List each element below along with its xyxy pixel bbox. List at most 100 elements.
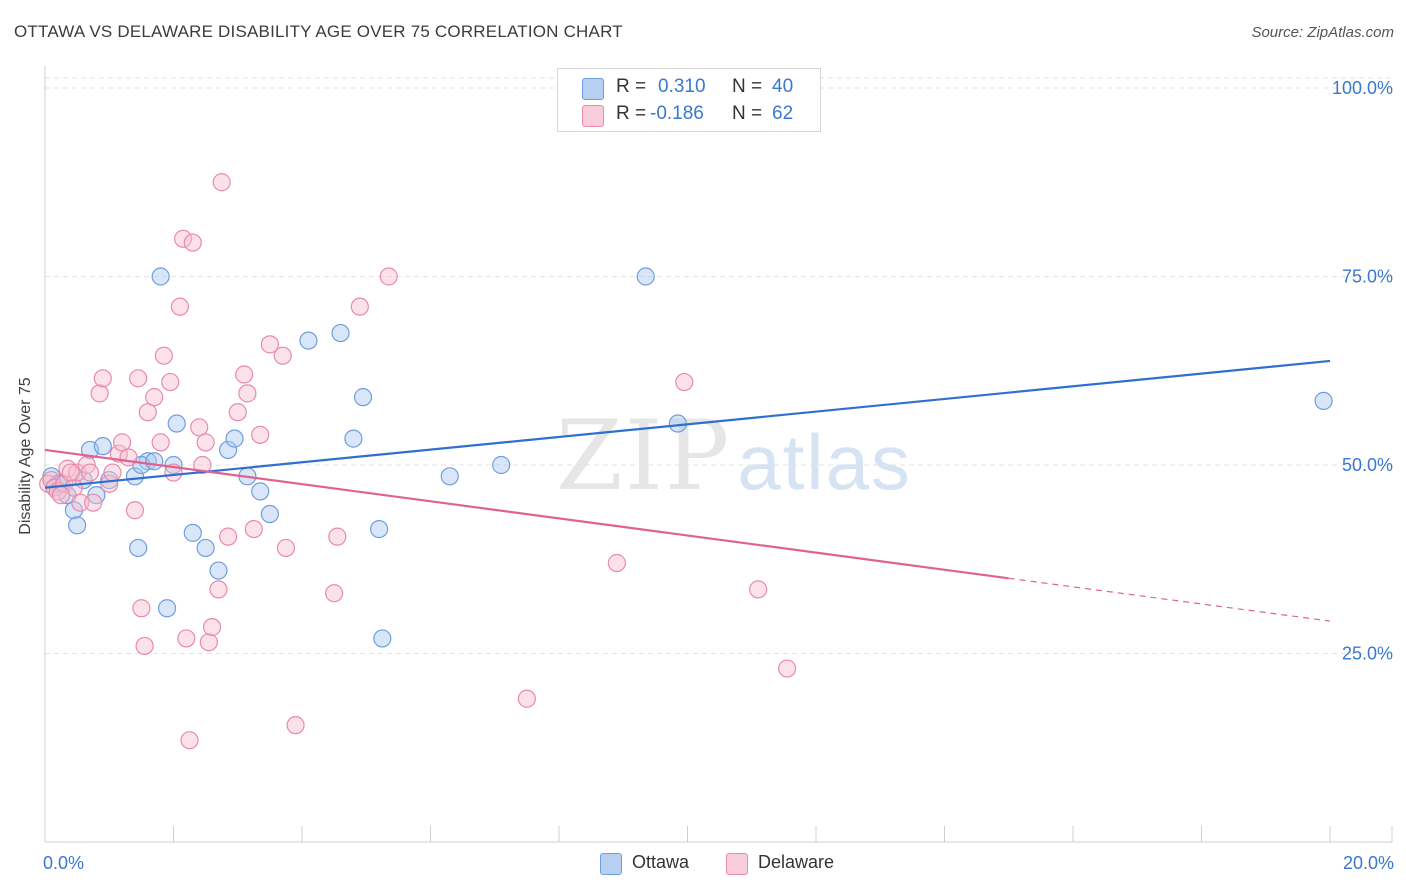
ottawa-point — [225, 429, 244, 448]
delaware-point — [749, 580, 768, 599]
y-axis-label-wrap: Disability Age Over 75 — [14, 0, 44, 892]
delaware-point — [112, 433, 132, 452]
delaware-point — [61, 463, 80, 482]
ottawa-point — [129, 538, 148, 558]
delaware-point — [350, 297, 369, 316]
tick-labels: 25.0% 50.0% 75.0% 100.0% 0.0% 20.0% — [43, 78, 1394, 873]
delaware-point — [161, 372, 180, 392]
ottawa-point — [251, 482, 270, 501]
delaware-point — [276, 538, 296, 558]
delaware-point — [286, 716, 305, 735]
ottawa-trend-line — [44, 359, 1331, 489]
delaware-point — [125, 501, 145, 520]
legend-r-value: 0.310 — [658, 76, 706, 97]
gridlines — [45, 77, 1392, 654]
ottawa-point — [636, 267, 655, 286]
delaware-point — [71, 493, 90, 512]
delaware-point — [777, 659, 797, 678]
bottom-legend-ottawa-label: Ottawa — [632, 852, 690, 872]
delaware-point — [51, 486, 71, 505]
legend-n-label: N = — [732, 76, 763, 97]
delaware-trend-extension — [1008, 577, 1331, 622]
watermark-zip: ZIP — [556, 400, 732, 512]
delaware-point — [190, 418, 209, 437]
delaware-point — [174, 229, 193, 248]
x-tick-label: 0.0% — [43, 853, 84, 873]
ottawa-point — [151, 267, 170, 286]
delaware-point — [260, 335, 279, 354]
legend-r-value: -0.186 — [650, 103, 704, 124]
delaware-point — [180, 731, 199, 750]
ottawa-point — [370, 519, 389, 539]
ottawa-point — [68, 516, 87, 535]
ottawa-swatch — [582, 78, 604, 100]
source-label: Source: ZipAtlas.com — [1251, 24, 1394, 41]
legend-n-value: 62 — [772, 103, 794, 124]
delaware-point — [154, 346, 173, 365]
delaware-point — [212, 173, 231, 192]
delaware-point — [109, 444, 128, 463]
delaware-trend-line — [44, 448, 1009, 580]
delaware-point — [177, 629, 196, 648]
x-tick-label: 20.0% — [1343, 853, 1394, 873]
delaware-point — [238, 384, 257, 403]
delaware-point — [135, 636, 154, 656]
delaware-point — [145, 388, 164, 407]
ottawa-point — [440, 467, 459, 486]
legend-r-label: R = — [616, 76, 647, 97]
legend-n-value: 40 — [772, 76, 794, 97]
y-axis-label: Disability Age Over 75 — [17, 377, 34, 535]
legend-n-label: N = — [732, 103, 763, 124]
delaware-point — [202, 618, 222, 637]
ottawa-point — [344, 429, 363, 448]
delaware-point — [228, 403, 247, 422]
ottawa-point — [183, 523, 202, 542]
delaware-point — [170, 297, 190, 316]
y-tick-label: 25.0% — [1342, 644, 1393, 664]
delaware-point — [196, 433, 215, 452]
delaware-points — [39, 173, 797, 750]
y-tick-label: 75.0% — [1342, 267, 1393, 287]
delaware-point — [199, 633, 218, 652]
delaware-point — [93, 369, 112, 388]
axes — [44, 66, 1393, 843]
ottawa-point — [64, 501, 84, 520]
ottawa-point — [1314, 391, 1333, 411]
delaware-point — [517, 689, 536, 708]
delaware-point — [90, 384, 109, 403]
delaware-point — [100, 474, 119, 493]
chart-title: OTTAWA VS DELAWARE DISABILITY AGE OVER 7… — [14, 22, 623, 41]
delaware-point — [219, 527, 238, 546]
delaware-point — [84, 493, 103, 512]
delaware-point — [138, 403, 157, 422]
ottawa-point — [331, 323, 350, 343]
delaware-point — [325, 584, 344, 603]
ottawa-point — [145, 452, 164, 471]
ottawa-point — [125, 467, 145, 486]
delaware-point — [129, 369, 148, 388]
delaware-point — [119, 448, 138, 467]
delaware-point — [235, 365, 254, 384]
delaware-point — [183, 233, 202, 252]
delaware-point — [379, 267, 398, 286]
watermark-atlas: atlas — [737, 418, 912, 506]
delaware-point — [675, 372, 694, 392]
delaware-point — [151, 433, 170, 452]
delaware-point — [132, 599, 151, 618]
ottawa-point — [353, 388, 373, 407]
delaware-point — [80, 463, 100, 482]
legend-r-label: R = — [616, 103, 647, 124]
ottawa-point — [219, 440, 238, 460]
ottawa-point — [157, 599, 177, 618]
y-tick-label: 50.0% — [1342, 455, 1393, 475]
ottawa-point — [209, 561, 228, 580]
ottawa-swatch — [600, 853, 622, 875]
correlation-legend: R = 0.310 N = 40 R = -0.186 N = 62 — [557, 68, 821, 132]
ottawa-point — [373, 629, 392, 648]
delaware-point — [103, 463, 122, 482]
delaware-point — [209, 580, 228, 599]
delaware-point — [251, 425, 270, 444]
delaware-point — [244, 519, 263, 539]
ottawa-point — [492, 455, 511, 475]
